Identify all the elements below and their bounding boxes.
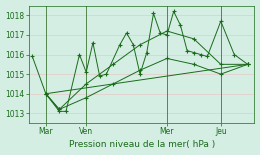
X-axis label: Pression niveau de la mer( hPa ): Pression niveau de la mer( hPa ) bbox=[69, 140, 215, 149]
